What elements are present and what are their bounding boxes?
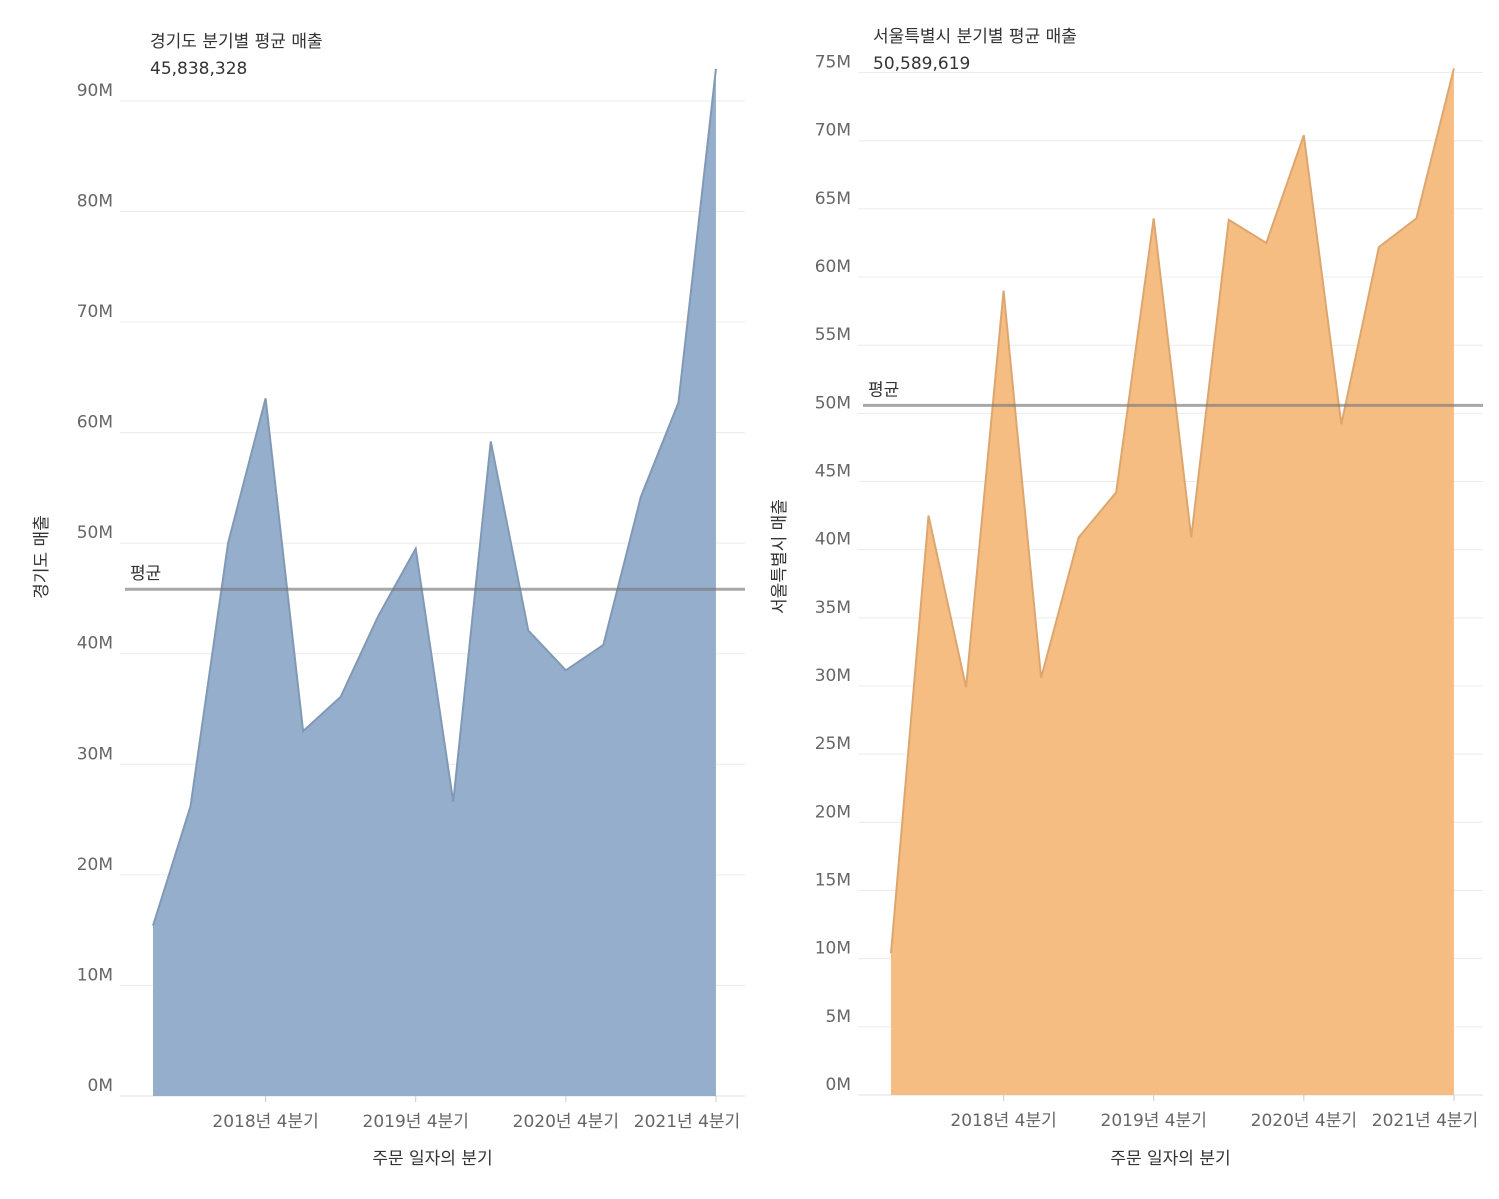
y-tick-label: 0M	[88, 1076, 113, 1096]
y-tick-label: 30M	[77, 744, 113, 764]
y-tick-label: 80M	[77, 191, 113, 211]
y-tick-label: 75M	[815, 53, 851, 73]
chart-title: 서울특별시 분기별 평균 매출	[873, 27, 1077, 47]
y-tick-label: 20M	[77, 855, 113, 875]
average-value: 45,838,328	[150, 59, 247, 79]
y-tick-label: 55M	[815, 325, 851, 345]
y-tick-label: 45M	[815, 462, 851, 482]
x-axis-label: 주문 일자의 분기	[372, 1149, 492, 1169]
y-tick-label: 15M	[815, 871, 851, 891]
y-tick-label: 40M	[77, 634, 113, 654]
y-tick-label: 25M	[815, 734, 851, 754]
area-line	[152, 68, 717, 927]
y-tick-label: 10M	[77, 965, 113, 985]
x-tick-label: 2018년 4분기	[950, 1111, 1056, 1131]
y-tick-label: 10M	[815, 939, 851, 959]
x-tick-label: 2020년 4분기	[1251, 1111, 1357, 1131]
average-value: 50,589,619	[873, 54, 970, 74]
chart-title: 경기도 분기별 평균 매출	[150, 32, 323, 52]
y-tick-label: 40M	[815, 530, 851, 550]
y-axis-label: 경기도 매출	[32, 515, 52, 599]
y-tick-label: 35M	[815, 598, 851, 618]
y-tick-label: 60M	[815, 257, 851, 277]
y-tick-label: 0M	[826, 1075, 851, 1095]
x-tick-label: 2019년 4분기	[1101, 1111, 1207, 1131]
x-axis-label: 주문 일자의 분기	[1110, 1149, 1230, 1169]
x-tick-label: 2021년 4분기	[1372, 1111, 1478, 1131]
y-tick-label: 65M	[815, 189, 851, 209]
x-tick-label: 2018년 4분기	[212, 1112, 318, 1132]
average-label: 평균	[868, 380, 899, 400]
y-tick-label: 70M	[77, 302, 113, 322]
average-label: 평균	[130, 564, 161, 584]
area	[891, 68, 1454, 1095]
y-tick-label: 60M	[77, 413, 113, 433]
y-axis-label: 서울특별시 매출	[770, 499, 790, 614]
x-tick-label: 2020년 4분기	[513, 1112, 619, 1132]
y-tick-label: 50M	[815, 393, 851, 413]
x-tick-label: 2019년 4분기	[363, 1112, 469, 1132]
y-tick-label: 30M	[815, 666, 851, 686]
y-tick-label: 5M	[826, 1007, 851, 1027]
y-tick-label: 70M	[815, 121, 851, 141]
y-tick-label: 90M	[77, 81, 113, 101]
x-tick-label: 2021년 4분기	[634, 1112, 740, 1132]
y-tick-label: 20M	[815, 802, 851, 822]
area	[153, 68, 716, 1096]
area-line	[890, 68, 1455, 954]
y-tick-label: 50M	[77, 523, 113, 543]
